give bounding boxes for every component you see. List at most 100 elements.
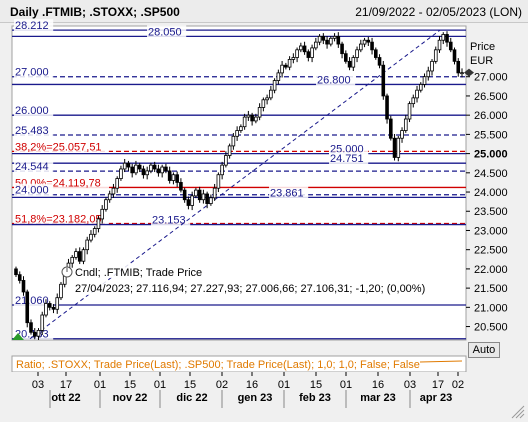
month-label: gen 23 <box>238 392 273 404</box>
candle-body <box>156 168 161 174</box>
candle-body <box>370 41 374 51</box>
level-label: 28.050 <box>148 26 182 38</box>
price-tick-label: 21.500 <box>474 283 508 295</box>
tooltip-values: 27/04/2023; 27.116,94; 27.227,93; 27.006… <box>75 283 425 295</box>
price-tick-label: 21.000 <box>474 302 508 314</box>
day-tick-label: 17 <box>432 379 444 391</box>
day-tick-label: 01 <box>154 379 166 391</box>
level-label-bg <box>14 19 54 32</box>
candle-body <box>460 72 464 75</box>
price-tick-label: 25.500 <box>474 129 508 141</box>
candle-body <box>359 43 363 51</box>
candle-body <box>231 135 236 147</box>
candle-body <box>257 107 262 118</box>
month-label: nov 22 <box>113 392 148 404</box>
day-tick-label: 15 <box>124 379 136 391</box>
candle-body <box>235 130 239 137</box>
candle-body <box>220 164 224 176</box>
time-axis-area <box>0 372 528 422</box>
level-label: 24.751 <box>330 153 364 165</box>
month-label: dic 22 <box>176 392 207 404</box>
ratio-line <box>419 360 463 363</box>
level-label: 26.800 <box>317 74 351 86</box>
candle-body <box>141 168 146 176</box>
auto-scale-button[interactable]: Auto <box>468 342 500 358</box>
day-tick-label: 03 <box>32 379 44 391</box>
candle-body <box>329 37 333 45</box>
level-label: 26.000 <box>15 105 49 117</box>
candle-body <box>306 51 311 58</box>
candle-body <box>276 72 281 81</box>
candle-body <box>351 57 356 68</box>
price-axis-label: Price <box>470 41 495 53</box>
level-label-bg <box>14 104 54 117</box>
candle-body <box>344 53 348 62</box>
level-label-bg <box>14 294 54 307</box>
price-tick-label: 24.500 <box>474 168 508 180</box>
candle-body <box>194 189 198 197</box>
candle-body <box>85 239 90 251</box>
candle-body <box>44 303 48 316</box>
price-tick-label: 23.500 <box>474 206 508 218</box>
candle-body <box>179 182 183 191</box>
candle-body <box>366 39 371 43</box>
candle-body <box>171 174 176 181</box>
candle-body <box>373 49 378 58</box>
candle-body <box>89 233 93 241</box>
level-label-bg <box>329 142 369 155</box>
candle-body <box>149 164 153 172</box>
candle-body <box>321 35 326 41</box>
candle-body <box>160 166 164 174</box>
price-tick-label: 27.000 <box>474 72 508 84</box>
tooltip-bg <box>74 281 444 295</box>
candle-body <box>122 162 127 170</box>
candle-body <box>134 164 138 174</box>
month-label: mar 23 <box>360 392 395 404</box>
candle-body <box>212 187 217 199</box>
day-tick-label: 17 <box>60 379 72 391</box>
candle-body <box>302 45 307 53</box>
candle-body <box>250 114 254 122</box>
level-label-bg <box>14 65 54 78</box>
candle-body <box>175 174 179 183</box>
candle-body <box>415 89 419 99</box>
candle-body <box>400 130 404 139</box>
candle-body <box>396 137 401 158</box>
candle-body <box>205 193 209 204</box>
level-label: 21.060 <box>15 295 49 307</box>
candle-body <box>115 178 119 189</box>
candle-body <box>332 35 337 39</box>
candle-body <box>437 39 442 51</box>
level-label: 24.544 <box>15 161 49 173</box>
candle-body <box>317 35 322 43</box>
candle-body <box>14 268 18 276</box>
level-label-bg <box>14 183 54 196</box>
candle-body <box>111 187 116 195</box>
chart-title-bar: Daily .FTMIB; .STOXX; .SP500 21/09/2022 … <box>0 0 528 23</box>
day-tick-label: 01 <box>340 379 352 391</box>
candle-body <box>362 39 367 45</box>
candle-body <box>272 80 277 91</box>
day-tick-label: 03 <box>404 379 416 391</box>
candle-body <box>336 35 341 45</box>
month-label: feb 23 <box>299 392 331 404</box>
candle-body <box>239 126 243 131</box>
level-label-bg <box>14 140 109 153</box>
day-tick-label: 15 <box>310 379 322 391</box>
candle-body <box>130 166 134 174</box>
candle-body <box>448 41 453 51</box>
candle-body <box>445 34 449 43</box>
level-label-bg <box>269 186 309 199</box>
level-label-bg <box>329 152 369 165</box>
price-tick-label: 23.000 <box>474 225 508 237</box>
candle-body <box>403 118 408 131</box>
candle-body <box>280 64 284 74</box>
tooltip-bg <box>74 264 222 278</box>
level-label-bg <box>316 73 356 86</box>
day-tick-label: 01 <box>94 379 106 391</box>
candle-body <box>347 60 352 68</box>
candle-body <box>74 251 78 258</box>
candle-body <box>430 60 434 72</box>
